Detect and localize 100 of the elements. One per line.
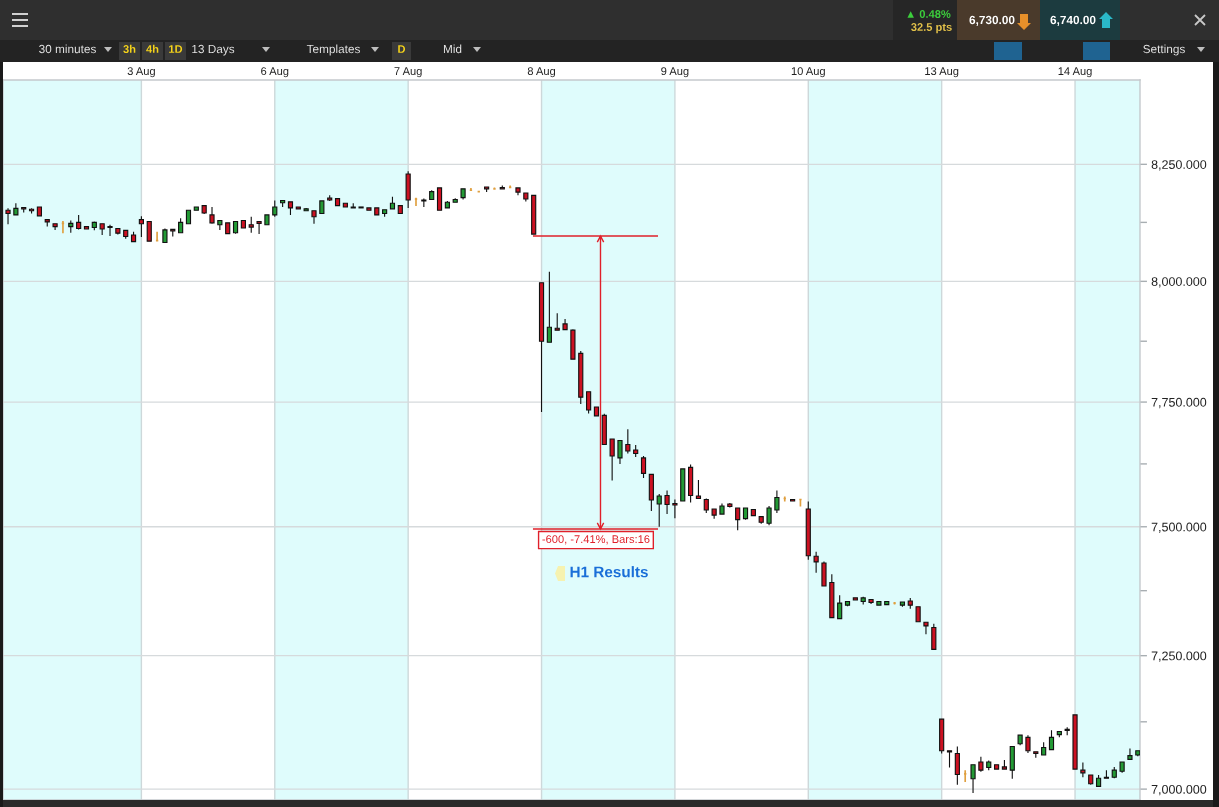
x-tick-label: 8 Aug (527, 67, 556, 78)
text: 6,740.00 (1050, 15, 1096, 26)
candlestick (76, 214, 82, 230)
candlestick (837, 594, 843, 620)
candlestick (805, 500, 811, 561)
text: ▲ 0.48% (907, 10, 951, 18)
candlestick (123, 229, 129, 240)
candlestick (444, 200, 450, 209)
x-tick-label: 9 Aug (661, 67, 689, 78)
candlestick (272, 199, 278, 218)
candlestick (91, 220, 97, 231)
candlestick (648, 473, 654, 512)
candlestick (1095, 774, 1102, 787)
candlestick (130, 231, 137, 243)
candlestick (813, 551, 819, 574)
candlestick (193, 206, 199, 211)
candlestick (264, 214, 270, 226)
candlestick (993, 764, 1000, 770)
candlestick (939, 718, 945, 754)
text: 13 Days (192, 44, 235, 56)
text: 6,730.00 (969, 15, 1015, 26)
candlestick (570, 328, 576, 360)
candlestick (13, 202, 19, 216)
candlestick (225, 222, 231, 235)
candlestick (44, 219, 50, 228)
candlestick (774, 489, 780, 514)
candlestick (36, 206, 42, 217)
candlestick (1017, 734, 1023, 746)
candlestick (334, 198, 341, 207)
candlestick (405, 170, 411, 209)
y-tick-label: 8,000.000 (1151, 277, 1207, 288)
candlestick (248, 216, 254, 234)
candlestick (178, 217, 184, 234)
candlestick (1064, 726, 1070, 736)
candlestick (5, 207, 11, 225)
candlestick (342, 202, 348, 208)
candlestick (899, 601, 906, 608)
candlestick (711, 508, 717, 520)
candlestick (232, 220, 239, 235)
candlestick (978, 756, 984, 773)
x-tick-label: 7 Aug (394, 67, 422, 78)
candlestick (1135, 750, 1140, 757)
candlestick (821, 560, 827, 587)
candlestick (217, 219, 223, 231)
candlestick (688, 463, 694, 504)
candlestick (593, 406, 600, 417)
x-tick-label: 13 Aug (925, 67, 959, 78)
candlestick (578, 350, 584, 405)
candlestick (554, 312, 560, 331)
candlestick (436, 187, 443, 211)
candlestick (601, 413, 607, 446)
candlestick (672, 498, 678, 519)
candlestick (742, 507, 749, 521)
candlestick (923, 621, 929, 635)
candlestick (327, 194, 333, 202)
y-tick-label: 7,250.000 (1151, 651, 1207, 662)
candlestick (1056, 730, 1062, 738)
candlestick (162, 227, 168, 244)
candlestick (52, 223, 58, 231)
candlestick (986, 759, 992, 771)
candlestick (484, 186, 490, 193)
candlestick (1048, 729, 1055, 751)
candlestick (1033, 751, 1039, 759)
text: Settings (1143, 44, 1185, 56)
candlestick (1127, 748, 1133, 760)
y-tick-label: 7,500.000 (1151, 522, 1207, 533)
candlestick (374, 207, 380, 216)
y-tick-label: 8,250.000 (1151, 160, 1207, 171)
candlestick (421, 198, 427, 208)
candlestick (735, 507, 741, 531)
candlestick (703, 497, 709, 514)
candlestick (287, 201, 294, 216)
candlestick (1119, 761, 1125, 774)
candlestick (21, 206, 27, 214)
candlestick (915, 606, 921, 623)
y-tick-label: 7,000.000 (1151, 784, 1207, 796)
candlestick (907, 597, 913, 610)
candlestick (695, 479, 702, 500)
text: Templates (306, 44, 360, 56)
candlestick (1072, 714, 1078, 770)
candlestick (389, 196, 396, 210)
candlestick (138, 215, 144, 238)
candlestick (280, 199, 286, 208)
candlestick (954, 745, 960, 786)
candlestick (83, 226, 90, 230)
text: 30 minutes (39, 44, 96, 54)
candlestick (789, 498, 796, 502)
candlestick (146, 220, 152, 243)
text: D (398, 45, 406, 53)
candlestick (1041, 741, 1047, 756)
candlestick (460, 188, 466, 201)
candlestick (727, 502, 733, 509)
text: Mid (443, 44, 462, 54)
y-tick-label: 7,750.000 (1151, 397, 1207, 409)
candlestick (170, 228, 176, 238)
annotation: -600, -7.41%, Bars:16 (542, 535, 650, 545)
candlestick (868, 598, 874, 605)
text: 32.5 pts (911, 23, 952, 34)
candlestick (664, 489, 670, 515)
candlestick (515, 187, 521, 196)
